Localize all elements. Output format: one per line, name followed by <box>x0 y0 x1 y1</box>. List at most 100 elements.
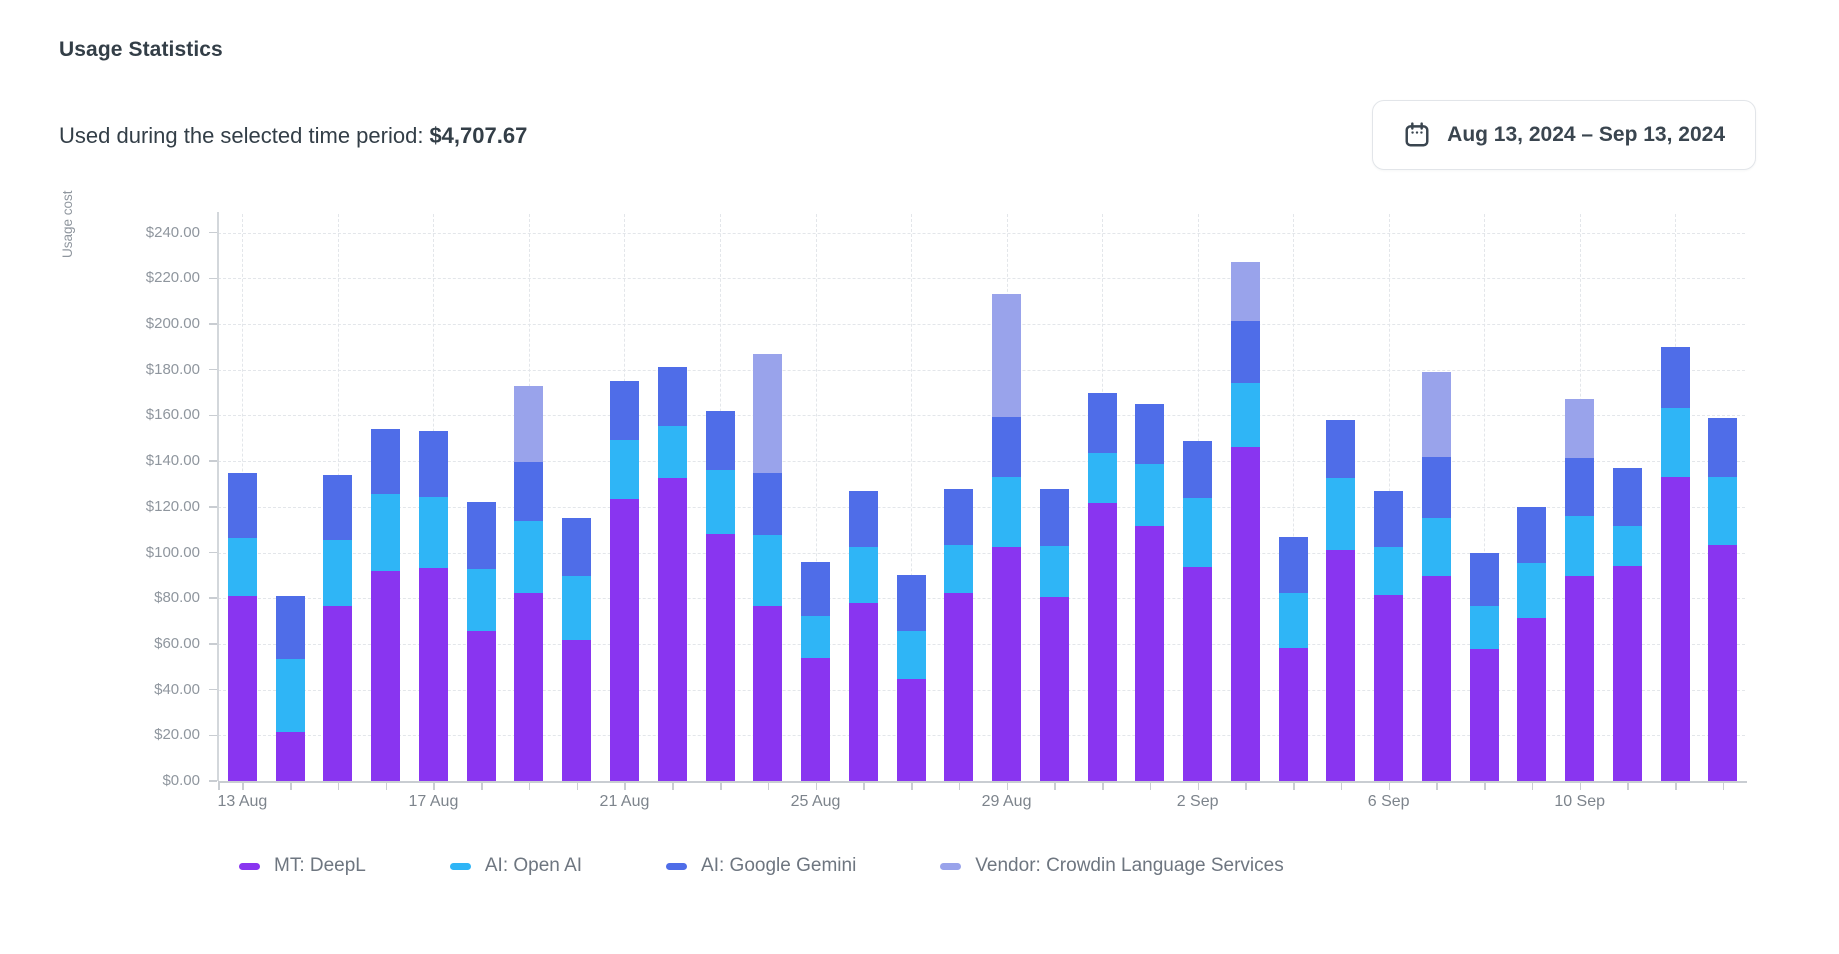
stacked-bar-31-aug[interactable] <box>1087 392 1117 781</box>
bar-segment[interactable] <box>1565 515 1595 576</box>
bar-segment[interactable] <box>275 732 305 781</box>
bar-segment[interactable] <box>753 606 783 781</box>
bar-segment[interactable] <box>418 496 448 568</box>
bar-segment[interactable] <box>1087 452 1117 503</box>
stacked-bar-18-aug[interactable] <box>466 502 496 781</box>
bar-segment[interactable] <box>1708 476 1738 545</box>
bar-segment[interactable] <box>1708 417 1738 477</box>
bar-segment[interactable] <box>371 494 401 571</box>
bar-segment[interactable] <box>801 615 831 658</box>
bar-segment[interactable] <box>944 592 974 781</box>
stacked-bar-4-sep[interactable] <box>1278 536 1308 781</box>
bar-segment[interactable] <box>657 367 687 426</box>
bar-segment[interactable] <box>1612 565 1642 781</box>
stacked-bar-28-aug[interactable] <box>944 488 974 781</box>
bar-segment[interactable] <box>418 567 448 781</box>
stacked-bar-5-sep[interactable] <box>1326 420 1356 781</box>
bar-segment[interactable] <box>1087 502 1117 781</box>
stacked-bar-13-sep[interactable] <box>1708 417 1738 781</box>
bar-segment[interactable] <box>1326 478 1356 550</box>
bar-segment[interactable] <box>1230 382 1260 448</box>
bar-segment[interactable] <box>275 595 305 660</box>
legend-item[interactable]: AI: Google Gemini <box>666 855 856 877</box>
bar-segment[interactable] <box>1469 552 1499 606</box>
bar-segment[interactable] <box>944 545 974 593</box>
stacked-bar-26-aug[interactable] <box>848 490 878 781</box>
bar-segment[interactable] <box>1660 407 1690 477</box>
bar-segment[interactable] <box>1135 463 1165 527</box>
bar-segment[interactable] <box>514 385 544 463</box>
bar-segment[interactable] <box>466 502 496 570</box>
bar-segment[interactable] <box>1039 488 1069 546</box>
bar-segment[interactable] <box>753 473 783 535</box>
bar-segment[interactable] <box>1183 566 1213 781</box>
stacked-bar-25-aug[interactable] <box>801 561 831 781</box>
bar-segment[interactable] <box>1374 594 1404 781</box>
bar-segment[interactable] <box>562 640 592 781</box>
bar-segment[interactable] <box>562 575 592 641</box>
bar-segment[interactable] <box>227 472 257 539</box>
bar-segment[interactable] <box>371 429 401 495</box>
bar-segment[interactable] <box>514 462 544 521</box>
bar-segment[interactable] <box>371 570 401 781</box>
bar-segment[interactable] <box>753 353 783 474</box>
bar-segment[interactable] <box>705 410 735 470</box>
bar-segment[interactable] <box>896 679 926 781</box>
bar-segment[interactable] <box>1278 593 1308 648</box>
stacked-bar-8-sep[interactable] <box>1469 552 1499 781</box>
bar-segment[interactable] <box>1517 563 1547 619</box>
bar-segment[interactable] <box>1612 467 1642 527</box>
stacked-bar-16-aug[interactable] <box>371 429 401 781</box>
stacked-bar-24-aug[interactable] <box>753 353 783 781</box>
bar-segment[interactable] <box>1135 526 1165 781</box>
date-range-picker[interactable]: Aug 13, 2024 – Sep 13, 2024 <box>1372 100 1756 170</box>
bar-segment[interactable] <box>992 294 1022 417</box>
bar-segment[interactable] <box>801 657 831 781</box>
stacked-bar-11-sep[interactable] <box>1612 467 1642 781</box>
bar-segment[interactable] <box>227 595 257 781</box>
bar-segment[interactable] <box>514 520 544 594</box>
stacked-bar-1-sep[interactable] <box>1135 404 1165 781</box>
bar-segment[interactable] <box>1278 536 1308 594</box>
bar-segment[interactable] <box>896 631 926 680</box>
bar-segment[interactable] <box>323 474 353 541</box>
bar-segment[interactable] <box>1421 456 1451 518</box>
bar-segment[interactable] <box>705 534 735 781</box>
stacked-bar-12-sep[interactable] <box>1660 346 1690 781</box>
bar-segment[interactable] <box>514 593 544 781</box>
bar-segment[interactable] <box>1421 372 1451 457</box>
bar-segment[interactable] <box>1230 447 1260 781</box>
bar-segment[interactable] <box>896 575 926 632</box>
bar-segment[interactable] <box>1565 399 1595 458</box>
stacked-bar-2-sep[interactable] <box>1183 440 1213 781</box>
bar-segment[interactable] <box>1039 545 1069 598</box>
stacked-bar-21-aug[interactable] <box>609 381 639 781</box>
stacked-bar-3-sep[interactable] <box>1230 262 1260 781</box>
stacked-bar-19-aug[interactable] <box>514 385 544 781</box>
bar-segment[interactable] <box>1421 517 1451 577</box>
bar-segment[interactable] <box>466 631 496 781</box>
bar-segment[interactable] <box>753 534 783 607</box>
stacked-bar-7-sep[interactable] <box>1421 372 1451 781</box>
bar-segment[interactable] <box>657 425 687 479</box>
stacked-bar-27-aug[interactable] <box>896 575 926 781</box>
bar-segment[interactable] <box>1087 392 1117 453</box>
bar-segment[interactable] <box>1469 605 1499 650</box>
bar-segment[interactable] <box>1278 647 1308 781</box>
stacked-bar-10-sep[interactable] <box>1565 399 1595 781</box>
stacked-bar-22-aug[interactable] <box>657 367 687 781</box>
bar-segment[interactable] <box>1326 549 1356 781</box>
bar-segment[interactable] <box>1326 420 1356 479</box>
bar-segment[interactable] <box>992 416 1022 478</box>
stacked-bar-29-aug[interactable] <box>992 294 1022 781</box>
stacked-bar-20-aug[interactable] <box>562 518 592 781</box>
bar-segment[interactable] <box>848 547 878 603</box>
stacked-bar-14-aug[interactable] <box>275 595 305 781</box>
legend-item[interactable]: MT: DeepL <box>239 855 366 877</box>
bar-segment[interactable] <box>227 538 257 596</box>
bar-segment[interactable] <box>1230 262 1260 322</box>
bar-segment[interactable] <box>705 469 735 535</box>
stacked-bar-15-aug[interactable] <box>323 474 353 781</box>
bar-segment[interactable] <box>418 431 448 497</box>
bar-segment[interactable] <box>1660 346 1690 408</box>
